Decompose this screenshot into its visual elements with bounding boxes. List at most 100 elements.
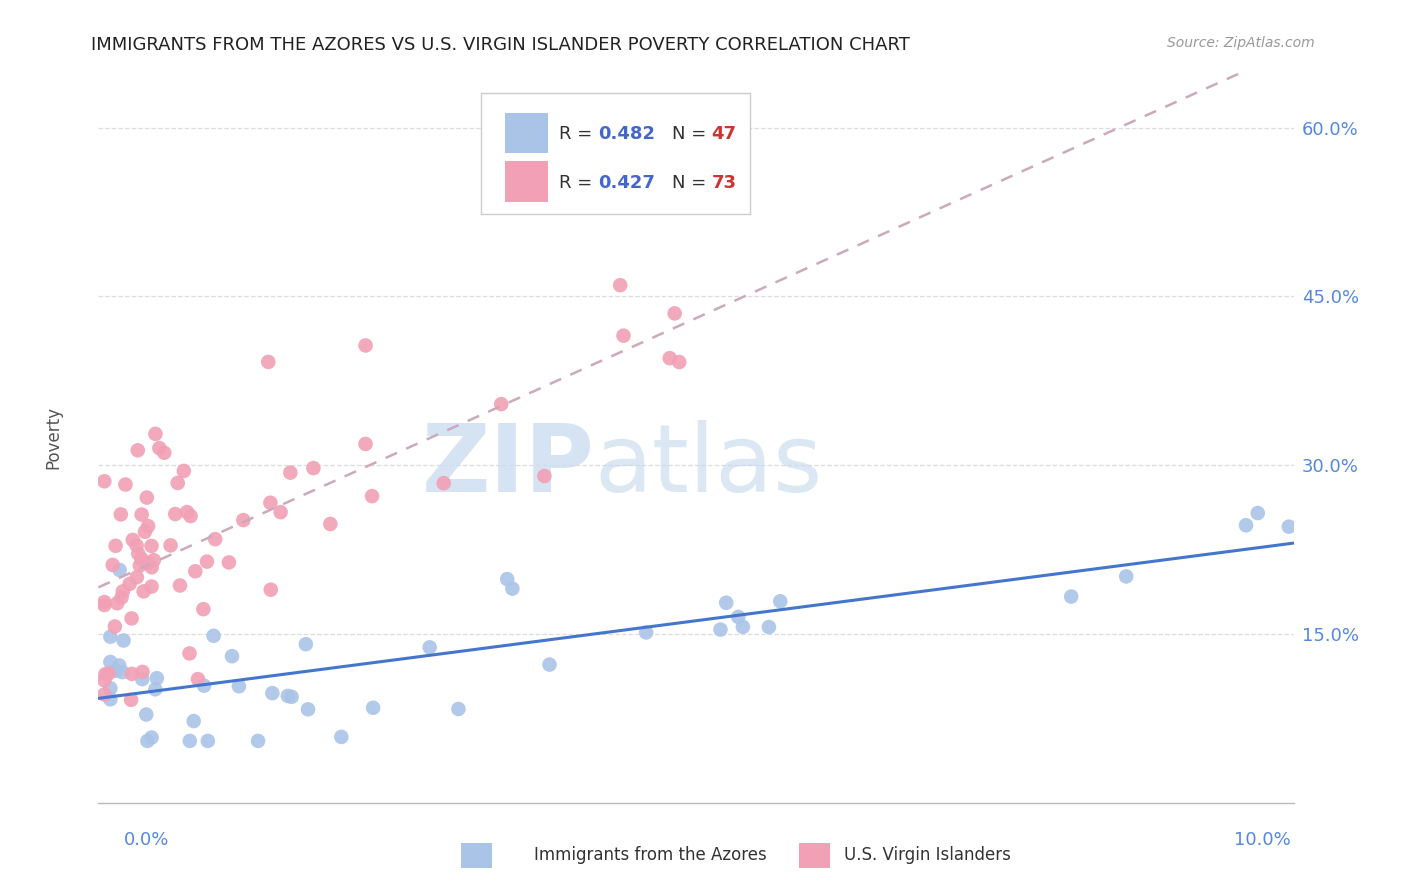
Point	[105, 596, 128, 610]
Point	[260, 582, 283, 597]
Text: atlas: atlas	[595, 420, 823, 512]
Point	[433, 476, 456, 491]
Point	[727, 610, 749, 624]
Point	[612, 328, 634, 343]
Point	[769, 594, 792, 608]
Point	[489, 397, 512, 411]
Point	[668, 355, 690, 369]
Text: 0.427: 0.427	[598, 174, 655, 192]
Point	[148, 441, 170, 455]
Point	[758, 620, 780, 634]
Point	[105, 664, 128, 678]
Point	[354, 338, 377, 352]
Point	[131, 552, 153, 566]
Text: 47: 47	[711, 125, 737, 143]
Point	[104, 539, 127, 553]
Point	[169, 578, 191, 592]
Point	[141, 560, 163, 574]
Point	[295, 637, 318, 651]
Point	[1060, 590, 1083, 604]
Point	[262, 686, 284, 700]
Point	[297, 702, 319, 716]
Point	[731, 620, 754, 634]
Point	[195, 555, 218, 569]
Point	[134, 524, 156, 539]
Point	[193, 602, 215, 616]
Point	[259, 496, 281, 510]
Point	[1234, 518, 1257, 533]
Point	[330, 730, 353, 744]
Point	[228, 679, 250, 693]
Point	[636, 625, 658, 640]
Text: Source: ZipAtlas.com: Source: ZipAtlas.com	[1167, 36, 1315, 50]
Point	[419, 640, 441, 655]
Point	[1115, 569, 1137, 583]
Text: R =: R =	[558, 125, 598, 143]
Point	[143, 682, 166, 697]
Point	[125, 539, 148, 553]
Point	[131, 672, 153, 686]
Point	[93, 688, 115, 702]
Point	[501, 582, 523, 596]
Point	[108, 563, 131, 577]
Point	[538, 657, 561, 672]
Text: R =: R =	[558, 174, 598, 192]
Point	[204, 532, 226, 546]
Point	[247, 734, 270, 748]
Point	[173, 464, 195, 478]
Point	[1247, 506, 1270, 520]
Point	[131, 665, 153, 679]
FancyBboxPatch shape	[481, 94, 749, 214]
Point	[193, 679, 215, 693]
Point	[120, 693, 142, 707]
Point	[136, 519, 159, 533]
Point	[98, 681, 122, 696]
Point	[111, 584, 134, 599]
Point	[716, 596, 738, 610]
Point	[135, 491, 157, 505]
Point	[319, 516, 342, 531]
Text: Immigrants from the Azores: Immigrants from the Azores	[534, 846, 768, 863]
Point	[257, 355, 280, 369]
Text: 10.0%: 10.0%	[1234, 831, 1291, 849]
Point	[146, 671, 169, 685]
Point	[111, 665, 134, 680]
Point	[135, 707, 157, 722]
Point	[112, 633, 135, 648]
Point	[232, 513, 254, 527]
Point	[280, 690, 302, 704]
Point	[180, 509, 202, 524]
Point	[361, 700, 384, 714]
Point	[93, 475, 115, 489]
Point	[202, 629, 225, 643]
Point	[104, 619, 127, 633]
Point	[183, 714, 205, 728]
Bar	[505, 161, 548, 202]
Point	[98, 692, 122, 706]
Point	[159, 538, 181, 552]
Point	[1278, 519, 1301, 533]
Point	[93, 595, 115, 609]
Point	[121, 611, 143, 625]
Text: 0.0%: 0.0%	[124, 831, 169, 849]
Point	[270, 505, 292, 519]
Text: N =: N =	[672, 174, 711, 192]
Text: ZIP: ZIP	[422, 420, 595, 512]
Point	[658, 351, 681, 365]
Point	[110, 591, 132, 605]
Point	[221, 649, 243, 664]
Text: Poverty: Poverty	[44, 406, 62, 468]
Text: U.S. Virgin Islanders: U.S. Virgin Islanders	[844, 846, 1011, 863]
Point	[361, 489, 384, 503]
Point	[136, 556, 159, 570]
Point	[110, 508, 132, 522]
Point	[98, 630, 122, 644]
Point	[142, 553, 165, 567]
Point	[179, 647, 201, 661]
Point	[141, 580, 163, 594]
Point	[136, 734, 159, 748]
Point	[101, 558, 124, 572]
Point	[302, 461, 325, 475]
Point	[187, 672, 209, 686]
Point	[496, 572, 519, 586]
